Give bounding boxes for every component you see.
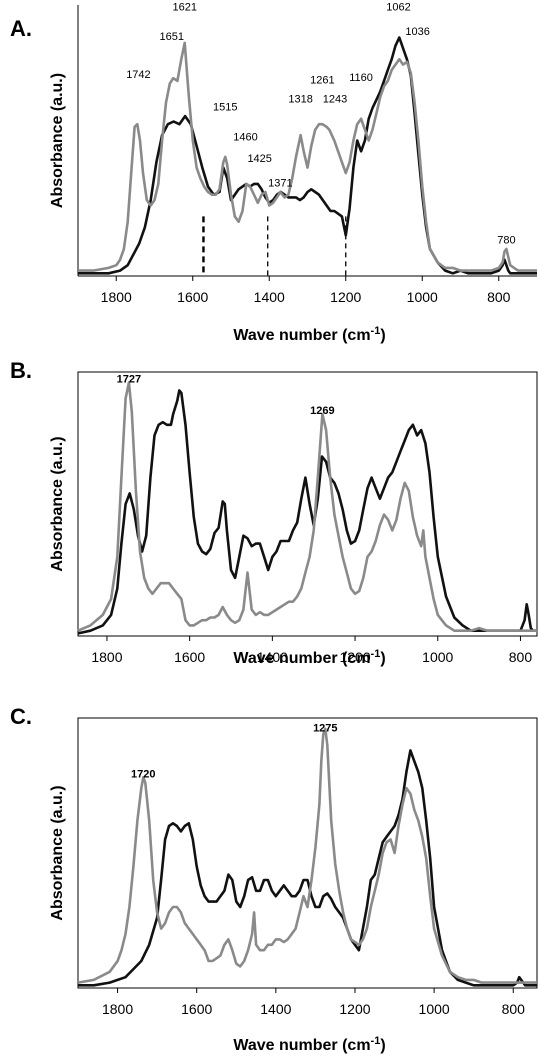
series-line-gray bbox=[77, 381, 537, 632]
y-axis-title: Absorbance (a.u.) bbox=[49, 73, 66, 208]
plot-frame bbox=[77, 717, 538, 989]
series-line-gray bbox=[78, 41, 537, 272]
peak-label: 1651 bbox=[159, 31, 183, 43]
peak-label: 1460 bbox=[233, 132, 257, 144]
x-axis-title: Wave number (cm-1) bbox=[233, 325, 385, 344]
x-tick-label: 1400 bbox=[254, 289, 285, 305]
peak-label: 1621 bbox=[172, 1, 196, 13]
series-line-gray bbox=[77, 727, 537, 984]
x-tick-label: 1200 bbox=[339, 1001, 370, 1017]
peak-label: 1425 bbox=[247, 153, 271, 165]
x-tick-label: 1600 bbox=[174, 649, 205, 665]
x-tick-label: 800 bbox=[487, 289, 511, 305]
panel-a: A. 1800 1600 1400 1200 1000 800 1742 1651 1621 151… bbox=[10, 1, 537, 344]
peak-label: 1720 bbox=[131, 768, 155, 780]
x-tick-label: 1000 bbox=[407, 289, 438, 305]
peak-label: 1371 bbox=[268, 178, 292, 190]
panel-label: A. bbox=[10, 16, 32, 41]
peak-label: 1269 bbox=[310, 405, 334, 417]
x-tick-label: 800 bbox=[502, 1001, 526, 1017]
y-axis-title: Absorbance (a.u.) bbox=[49, 785, 66, 920]
x-tick-label: 1800 bbox=[101, 289, 132, 305]
panel-label: B. bbox=[10, 358, 32, 383]
panel-label: C. bbox=[10, 704, 32, 729]
x-tick-label: 1800 bbox=[91, 649, 122, 665]
x-tick-label: 1800 bbox=[102, 1001, 133, 1017]
x-tick-label: 1600 bbox=[181, 1001, 212, 1017]
x-axis-title: Wave number (cm-1) bbox=[233, 648, 385, 667]
peak-label: 1727 bbox=[117, 374, 141, 386]
peak-label: 1036 bbox=[405, 26, 429, 38]
series-line-dark bbox=[77, 389, 537, 635]
peak-label: 1742 bbox=[126, 69, 150, 81]
x-tick-label: 1000 bbox=[419, 1001, 450, 1017]
x-tick-label: 1200 bbox=[339, 649, 370, 665]
peak-label: 1243 bbox=[323, 94, 347, 106]
peak-label: 780 bbox=[497, 234, 515, 246]
x-tick-label: 1600 bbox=[177, 289, 208, 305]
x-tick-label: 1400 bbox=[260, 1001, 291, 1017]
x-tick-label: 1400 bbox=[257, 649, 288, 665]
peak-label: 1318 bbox=[288, 94, 312, 106]
panel-b: B. 1800 1600 1400 1200 1000 800 1727 1269 Wave nu… bbox=[10, 358, 538, 667]
x-tick-label: 1000 bbox=[422, 649, 453, 665]
y-axis-title: Absorbance (a.u.) bbox=[49, 436, 66, 571]
plot-frame bbox=[77, 371, 538, 637]
x-tick-label: 800 bbox=[509, 649, 533, 665]
x-axis-title: Wave number (cm-1) bbox=[233, 1035, 385, 1054]
x-tick-label: 1200 bbox=[330, 289, 361, 305]
series-line-dark bbox=[78, 749, 537, 987]
peak-label: 1062 bbox=[386, 1, 410, 13]
peak-label: 1515 bbox=[213, 102, 237, 114]
panel-c: C. 1800 1600 1400 1200 1000 800 1720 1275 Wave nu… bbox=[10, 704, 538, 1054]
peak-label: 1160 bbox=[349, 72, 373, 84]
peak-label: 1275 bbox=[313, 723, 337, 735]
peak-label: 1261 bbox=[310, 75, 334, 87]
